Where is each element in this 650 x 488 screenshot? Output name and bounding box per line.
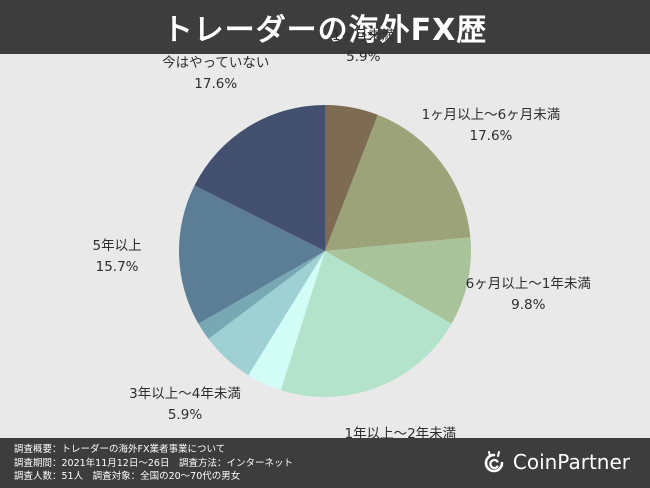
coinpartner-logo-text: CoinPartner [512, 450, 630, 474]
pie-slice-7 [179, 185, 325, 324]
slice-name-5: 3年以上〜4年未満 [129, 385, 241, 402]
pie-slice-0 [325, 105, 378, 251]
slice-name-0: 1ヶ月未満 [332, 27, 395, 44]
pie-chart [179, 105, 471, 397]
pie-slice-6 [198, 251, 325, 340]
slice-name-2: 6ヶ月以上〜1年未満 [465, 276, 591, 293]
slice-name-7: 5年以上 [92, 237, 142, 254]
slice-value-1: 17.6% [469, 127, 513, 144]
slice-value-7: 15.7% [95, 258, 139, 275]
slice-label-2: 6ヶ月以上〜1年未満 9.8% [466, 274, 591, 316]
slice-name-1: 1ヶ月以上〜6ヶ月未満 [421, 106, 561, 123]
survey-footer: 調査概要：トレーダーの海外FX業者事業について 調査期間：2021年11月12日… [0, 438, 650, 488]
slice-name-3: 1年以上〜2年未満 [344, 425, 457, 442]
slice-label-0: 1ヶ月未満 5.9% [332, 26, 395, 68]
chart-title-bar: トレーダーの海外FX歴 [0, 0, 650, 54]
pie-slice-3 [280, 251, 452, 397]
slice-value-8: 17.6% [194, 76, 238, 92]
pie-slice-4 [248, 251, 325, 391]
survey-period-line: 調査期間：2021年11月12日〜26日 調査方法：インターネット [14, 457, 293, 469]
survey-details: 調査概要：トレーダーの海外FX業者事業について 調査期間：2021年11月12日… [14, 443, 293, 484]
slice-label-8: 今はやっていない 17.6% [162, 53, 269, 95]
slice-value-5: 5.9% [167, 406, 203, 423]
survey-respondents-line: 調査人数：51人 調査対象：全国の20〜70代の男女 [14, 471, 241, 482]
slice-label-5: 3年以上〜4年未満 5.9% [129, 384, 241, 426]
pie-slice-1 [325, 114, 471, 251]
survey-summary-line: 調査概要：トレーダーの海外FX業者事業について [14, 444, 226, 455]
coinpartner-logo-icon [484, 451, 504, 473]
slice-value-2: 9.8% [511, 297, 546, 314]
pie-slice-2 [325, 237, 471, 324]
chart-title: トレーダーの海外FX歴 [162, 13, 488, 48]
coinpartner-logo: CoinPartner [483, 450, 630, 474]
chart-area: 1ヶ月未満 5.9% 1ヶ月以上〜6ヶ月未満 17.6% 6ヶ月以上〜1年未満 9.8% 1… [0, 28, 650, 463]
slice-value-0: 5.9% [346, 48, 381, 65]
pie-slice-5 [208, 251, 325, 376]
slice-label-1: 1ヶ月以上〜6ヶ月未満 17.6% [422, 105, 561, 147]
slice-name-8: 今はやっていない [162, 55, 270, 71]
pie-slice-8 [194, 105, 325, 251]
slice-label-7: 5年以上 15.7% [93, 236, 142, 278]
